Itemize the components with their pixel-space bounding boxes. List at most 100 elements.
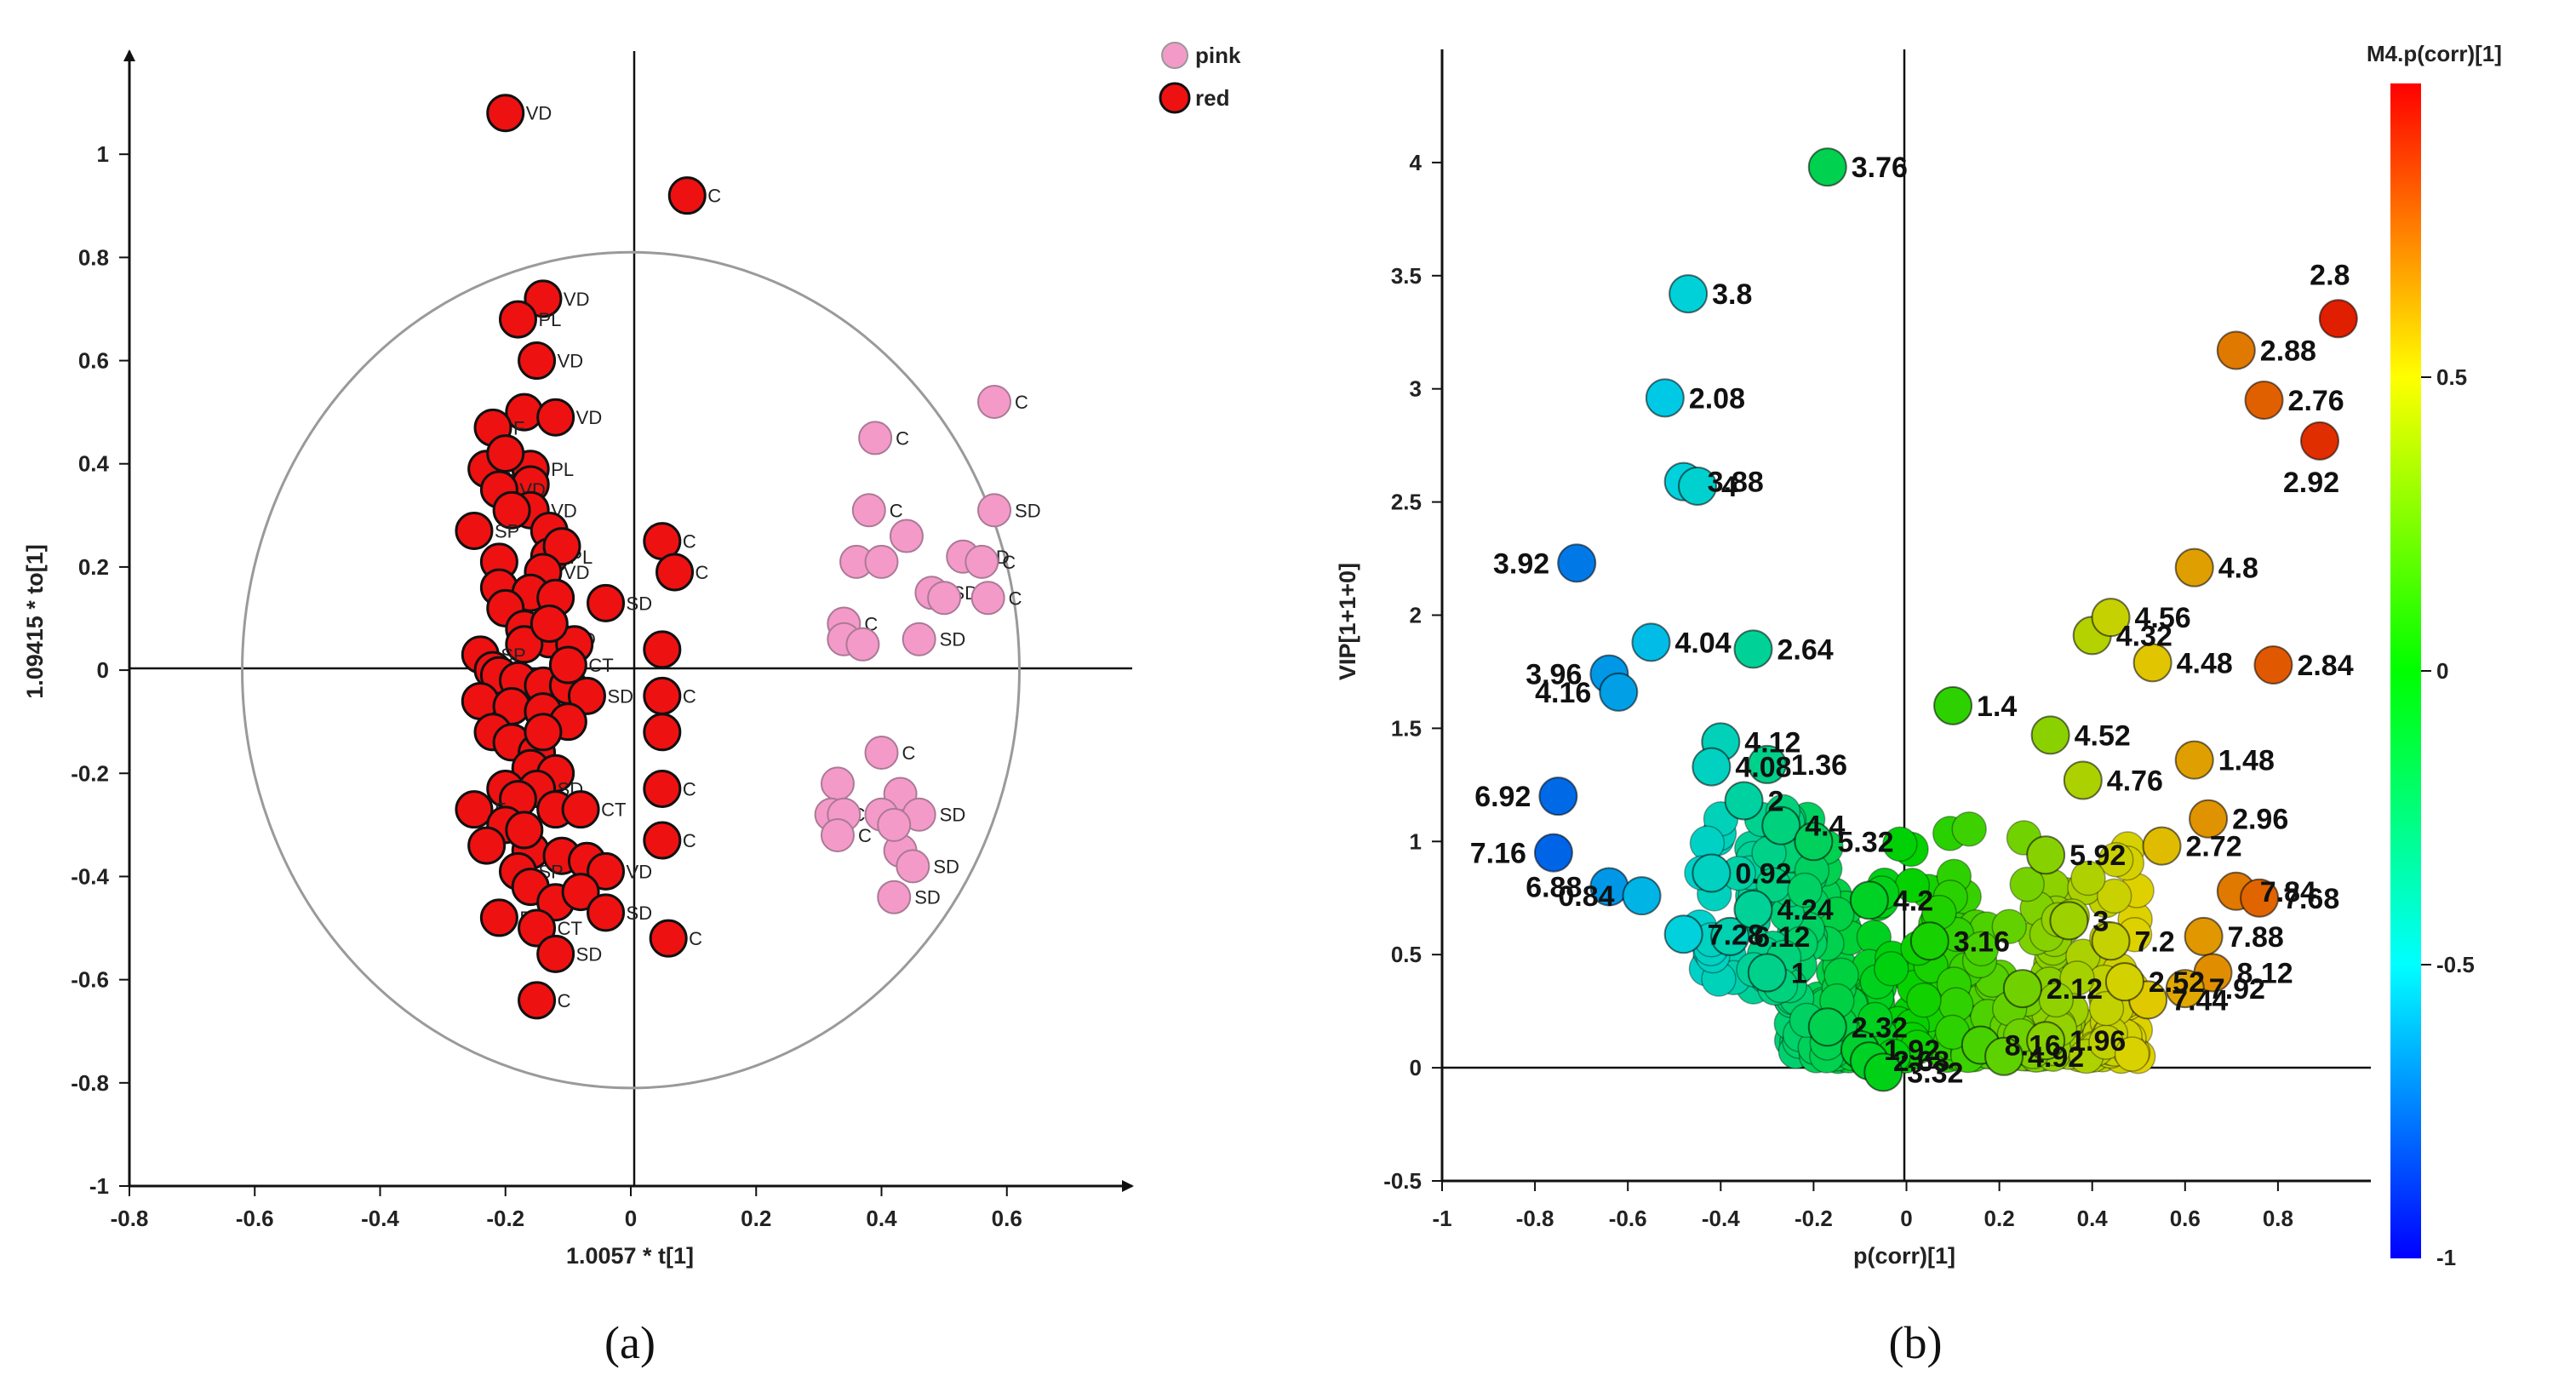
point-label-red: CT <box>558 918 582 939</box>
colorbar-tick-label: -1 <box>2436 1245 2456 1270</box>
colorbar <box>2390 83 2421 1258</box>
panel-a-ytick-label: 0.4 <box>78 451 110 477</box>
panel-b-ytick-label: 2.5 <box>1391 490 1422 515</box>
vip-point <box>1538 776 1578 817</box>
point-red <box>505 625 544 664</box>
vip-point-label: 7.16 <box>1470 838 1526 870</box>
point-red <box>479 898 518 937</box>
point-label-red: VD <box>564 562 590 583</box>
vip-point <box>1692 853 1732 893</box>
point-red <box>567 676 606 715</box>
point-label-red: SD <box>627 593 653 614</box>
point-label-red: C <box>696 562 709 583</box>
vip-cluster-point <box>1963 931 2000 967</box>
point-pink <box>877 807 912 842</box>
point-red <box>655 553 695 592</box>
vip-point <box>2026 835 2066 875</box>
panel-a-xtick-label: 0.4 <box>866 1206 897 1231</box>
panel-b-xtick-label: -0.2 <box>1795 1206 1833 1231</box>
vip-point <box>1863 1052 1903 1092</box>
vip-point-label: 6.12 <box>1754 921 1810 954</box>
panel-a: 1.0057 * t[1] 1.09415 * to[1] (a) pink r… <box>22 42 1241 1368</box>
vip-cluster-point <box>2098 841 2134 878</box>
vip-cluster-point <box>1906 982 1942 1018</box>
vip-point-label: 4.08 <box>1735 752 1791 784</box>
vip-point-label: 0.84 <box>1558 880 1614 913</box>
vip-point-label: 6.92 <box>1474 781 1531 813</box>
point-label-red: VD <box>564 289 590 310</box>
vip-point <box>1807 147 1847 187</box>
panel-a-label: (a) <box>604 1317 655 1368</box>
vip-point <box>2026 1021 2066 1061</box>
panel-a-ylabel: 1.09415 * to[1] <box>22 544 48 699</box>
vip-point <box>1622 876 1662 916</box>
point-pink <box>889 519 924 553</box>
vip-point-label: 3.16 <box>1954 925 2010 958</box>
panel-a-ytick-label: 0.2 <box>78 554 109 580</box>
vip-point-label: 4.56 <box>2135 602 2191 634</box>
point-red <box>467 826 507 865</box>
panel-a-ytick-label: 0.6 <box>78 348 109 374</box>
vip-point-label: 2.92 <box>2283 467 2339 499</box>
vip-point-label: 3.32 <box>1907 1057 1963 1089</box>
vip-point <box>1747 953 1787 993</box>
point-red <box>542 527 581 566</box>
point-pink <box>864 544 899 579</box>
vip-point-label: 7.88 <box>2228 921 2284 954</box>
vip-point <box>1933 685 1973 725</box>
panel-a-ytick-label: 1 <box>97 141 109 167</box>
vip-cluster-point <box>2096 878 2132 914</box>
panel-b-ytick-label: 0 <box>1410 1055 1422 1080</box>
panel-a-ytick-label: -0.2 <box>71 760 109 786</box>
panel-b-xtick-label: 0.8 <box>2263 1206 2293 1231</box>
vip-point-label: 2.84 <box>2297 650 2353 682</box>
panel-a-ytick-label: -0.6 <box>71 967 109 993</box>
vip-cluster-point <box>1951 811 1987 847</box>
point-red <box>643 630 682 669</box>
vip-point-label: 6.88 <box>1526 871 1582 903</box>
vip-point-label: 2.32 <box>1852 1011 1908 1044</box>
point-label-red: VD <box>526 103 552 124</box>
point-red <box>505 811 544 850</box>
vip-point-label: 7.2 <box>2135 925 2175 958</box>
point-pink <box>858 421 893 456</box>
panel-b: p(corr)[1] VIP[1+1+0] (b) M4.p(corr)[1] <box>1335 41 2502 1368</box>
vip-point-label: 1.92 <box>1884 1034 1940 1067</box>
vip-point-label: 1.48 <box>2218 745 2275 777</box>
point-pink <box>902 622 936 656</box>
panel-a-xtick-label: 0.2 <box>741 1206 771 1231</box>
point-label-pink: C <box>902 742 916 764</box>
vip-point-label: 3.88 <box>1708 467 1764 499</box>
point-red <box>561 873 600 912</box>
panel-a-ytick-label: -0.4 <box>71 863 109 889</box>
point-label-pink: C <box>896 427 909 449</box>
vip-point-label: 0.92 <box>1735 858 1791 891</box>
point-label-pink: SD <box>914 887 941 908</box>
panel-b-xtick-label: 0.6 <box>2170 1206 2201 1231</box>
vip-point-label: 5.32 <box>1837 826 1893 858</box>
panel-a-ytick-label: 0.8 <box>78 244 109 270</box>
vip-point-label: 4.8 <box>2218 553 2258 585</box>
point-label-red: CT <box>588 655 613 676</box>
vip-point-label: 2.12 <box>2046 973 2103 1006</box>
vip-point-label: 4.76 <box>2107 765 2163 798</box>
point-label-red: C <box>683 778 696 799</box>
vip-point-label: 4 <box>1721 471 1737 503</box>
point-label-red: C <box>683 830 696 851</box>
vip-point-label: 1.4 <box>1977 690 2017 723</box>
vip-point <box>2030 715 2070 755</box>
panel-b-ytick-label: 1.5 <box>1391 715 1422 741</box>
vip-point <box>1557 543 1597 583</box>
point-red <box>587 583 626 622</box>
point-red <box>518 981 557 1020</box>
point-label-pink: C <box>1009 587 1022 609</box>
vip-point <box>1533 833 1573 873</box>
point-pink <box>864 736 899 771</box>
point-label-red: SD <box>576 943 603 965</box>
panel-a-legend-pink-label: pink <box>1195 43 1241 68</box>
point-label-pink: SD <box>940 805 966 826</box>
vip-point-label: 2.64 <box>1777 633 1833 666</box>
panel-a-xtick-label: -0.6 <box>236 1206 274 1231</box>
vip-point-label: 3.76 <box>1852 152 1908 184</box>
